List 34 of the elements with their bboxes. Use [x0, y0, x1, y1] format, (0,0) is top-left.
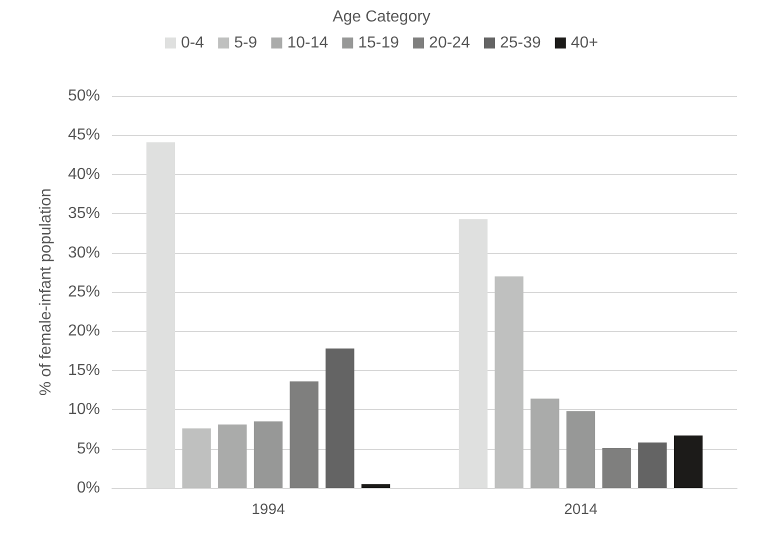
y-tick-label: 5% — [76, 440, 100, 458]
bar — [326, 348, 354, 488]
y-tick-label: 35% — [68, 205, 100, 222]
bar — [361, 484, 390, 488]
x-tick-label: 1994 — [252, 501, 285, 518]
legend-label: 25-39 — [500, 34, 541, 52]
bar — [254, 421, 283, 488]
y-tick-label: 25% — [68, 284, 100, 300]
y-tick-label: 10% — [68, 401, 100, 418]
legend-label: 10-14 — [287, 34, 328, 52]
y-tick-label: 15% — [68, 362, 100, 379]
bar — [494, 276, 524, 488]
bar — [530, 398, 560, 488]
legend-label: 0-4 — [180, 34, 204, 52]
y-tick-label: 45% — [68, 126, 100, 144]
y-tick-label: 50% — [68, 88, 100, 104]
legend-label: 20-24 — [429, 34, 470, 52]
y-tick-label: 0% — [76, 480, 100, 496]
bar — [182, 428, 211, 488]
legend-label: 40+ — [570, 34, 598, 52]
y-tick-label: 20% — [68, 322, 100, 340]
bar — [602, 448, 631, 488]
bar — [218, 424, 247, 488]
legend-label: 15-19 — [358, 34, 400, 52]
bar — [674, 435, 703, 488]
y-axis-title: % of female-infant population — [38, 188, 54, 396]
y-tick-label: 30% — [68, 244, 100, 262]
legend-label: 5-9 — [234, 34, 258, 52]
bar — [638, 442, 667, 488]
y-tick-label: 40% — [68, 166, 100, 183]
bar — [290, 381, 318, 488]
x-tick-label: 2014 — [564, 501, 598, 518]
bar — [566, 411, 596, 488]
legend-title: Age Category — [332, 8, 430, 26]
